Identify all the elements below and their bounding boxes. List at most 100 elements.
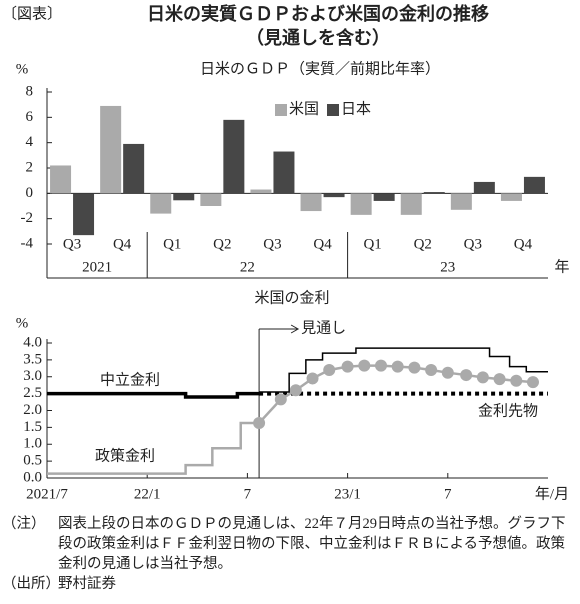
note-label: （出所） — [2, 576, 60, 592]
x-unit: 年 — [554, 258, 569, 275]
bar — [523, 176, 545, 194]
policy-rate-point — [526, 376, 539, 389]
policy-rate-point — [391, 360, 404, 373]
policy-rate-point — [375, 359, 387, 372]
y-tick-label: 3.0 — [23, 368, 42, 384]
y-tick-label: 6 — [26, 109, 34, 125]
x-tick-label: 7 — [244, 486, 252, 502]
x-tick-label: Q4 — [113, 236, 132, 252]
x-tick-label: Q4 — [514, 236, 533, 252]
notes: （注） 図表上段の日本のＧＤＰの見通しは、22年７月29日時点の当社予想。グラフ下… — [2, 514, 576, 594]
legend-label: 日本 — [341, 100, 371, 117]
policy-rate-point — [358, 359, 371, 372]
forecast-arrowhead — [290, 324, 300, 334]
group-label: 22 — [240, 259, 255, 275]
y-unit: % — [16, 61, 29, 77]
series-label: 中立金利 — [100, 371, 160, 388]
x-tick-label: Q1 — [363, 236, 381, 252]
note: （出所） 野村証券 — [2, 574, 576, 594]
x-unit: 年/月 — [535, 485, 569, 502]
bar — [500, 193, 522, 201]
policy-rate-point — [408, 361, 421, 374]
note: （注） 図表上段の日本のＧＤＰの見通しは、22年７月29日時点の当社予想。グラフ下… — [2, 514, 576, 574]
y-tick-label: 4 — [26, 134, 34, 150]
x-tick-label: Q3 — [464, 236, 482, 252]
x-tick-label: 7 — [444, 486, 452, 502]
y-tick-label: 3.5 — [23, 351, 42, 367]
panel-title: 米国の金利 — [254, 289, 329, 306]
bar — [373, 193, 395, 201]
policy-rate-point — [425, 364, 438, 376]
policy-rate-point — [493, 373, 506, 386]
neutral-rate-line — [47, 391, 260, 399]
x-tick-label: Q2 — [213, 236, 231, 252]
x-tick-label: 23/1 — [334, 486, 361, 502]
y-tick-label: 2.0 — [23, 402, 42, 418]
bar — [100, 105, 122, 194]
policy-rate-point — [289, 384, 302, 397]
chart-title: 日米の実質ＧＤＰおよび米国の金利の推移 — [147, 3, 489, 25]
group-label: 23 — [440, 259, 455, 275]
x-tick-label: Q2 — [414, 236, 432, 252]
y-tick-label: -4 — [21, 235, 34, 251]
bar — [173, 193, 195, 201]
figure-label: 〔図表〕 — [2, 5, 62, 22]
y-tick-label: -2 — [21, 210, 34, 226]
bar — [250, 189, 272, 194]
policy-rate-point — [441, 366, 454, 379]
bar — [273, 151, 295, 194]
forecast-label: 見通し — [301, 319, 346, 336]
bar — [323, 193, 345, 198]
bar — [450, 193, 472, 210]
bar — [150, 193, 172, 214]
y-tick-label: 8 — [26, 83, 34, 99]
panel-title: 日米のＧＤＰ（実質／前期比年率） — [200, 59, 440, 77]
y-tick-label: 0 — [26, 185, 34, 201]
policy-rate-point — [306, 372, 319, 385]
bar — [200, 193, 222, 206]
bar — [473, 181, 495, 194]
x-tick-label: Q3 — [263, 236, 281, 252]
policy-rate-point — [476, 371, 489, 384]
chart-subtitle: （見通しを含む） — [246, 27, 390, 49]
y-unit: % — [16, 315, 29, 331]
bar — [350, 193, 372, 215]
x-tick-label: 2021/7 — [26, 486, 68, 502]
policy-rate-point — [460, 369, 473, 382]
x-tick-label: Q4 — [313, 236, 332, 252]
policy-rate-point — [341, 360, 354, 373]
legend-label: 米国 — [289, 100, 319, 117]
bar — [423, 192, 445, 194]
bar — [400, 193, 422, 215]
legend-swatch — [275, 104, 287, 116]
y-tick-label: 2 — [26, 159, 34, 175]
policy-rate-point — [510, 374, 523, 387]
y-tick-label: 0.5 — [23, 453, 42, 469]
y-tick-label: 4.0 — [23, 334, 42, 350]
futures-line — [259, 347, 548, 393]
x-tick-label: Q3 — [63, 236, 81, 252]
series-label: 政策金利 — [95, 447, 155, 464]
policy-rate-point — [274, 393, 287, 406]
legend-swatch — [327, 104, 339, 116]
x-tick-label: Q1 — [163, 236, 181, 252]
bar — [50, 165, 72, 194]
note-label: （注） — [2, 516, 46, 532]
x-tick-label: 22/1 — [134, 486, 161, 502]
bar — [223, 119, 245, 194]
policy-rate-point — [253, 416, 266, 429]
note-text: 野村証券 — [58, 576, 116, 592]
y-tick-label: 1.0 — [23, 436, 42, 452]
series-label: 金利先物 — [478, 402, 538, 419]
chart: 〔図表〕 日米の実質ＧＤＰおよび米国の金利の推移 （見通しを含む） 日米のＧＤＰ… — [2, 3, 570, 502]
note-text: 図表上段の日本のＧＤＰの見通しは、22年７月29日時点の当社予想。グラフ下段の政… — [58, 516, 566, 572]
group-label: 2021 — [82, 259, 112, 275]
bar — [73, 193, 95, 236]
policy-rate-point — [323, 364, 336, 376]
y-tick-label: 1.5 — [23, 419, 42, 435]
y-tick-label: 2.5 — [23, 385, 42, 401]
y-tick-label: 0.0 — [23, 469, 42, 485]
bar — [300, 193, 322, 212]
bar — [123, 143, 145, 194]
